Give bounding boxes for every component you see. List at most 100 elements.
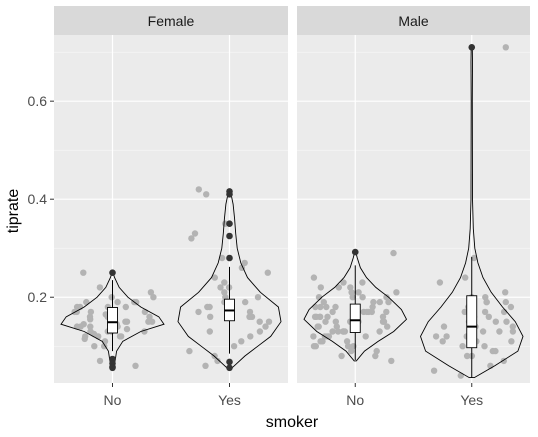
data-point bbox=[393, 289, 400, 296]
data-point bbox=[206, 328, 213, 335]
data-point bbox=[218, 254, 226, 262]
data-point bbox=[96, 357, 104, 365]
outlier-point bbox=[226, 358, 233, 366]
data-point bbox=[195, 186, 202, 193]
data-point bbox=[87, 308, 95, 316]
data-point bbox=[370, 298, 377, 306]
data-point bbox=[320, 298, 327, 306]
data-point bbox=[217, 284, 224, 291]
data-point bbox=[114, 298, 121, 306]
panels-layer: Female No Yes 0.2 0.4 0.6 Male No Yes bbox=[28, 6, 530, 408]
data-point bbox=[324, 313, 331, 320]
data-point bbox=[246, 313, 253, 320]
data-point bbox=[262, 323, 269, 330]
data-point bbox=[507, 303, 515, 311]
data-point bbox=[457, 372, 464, 379]
data-point bbox=[319, 338, 326, 345]
data-point bbox=[86, 313, 94, 320]
data-point bbox=[362, 333, 369, 340]
data-point bbox=[485, 313, 492, 320]
outlier-point bbox=[226, 364, 233, 372]
data-point bbox=[147, 289, 155, 296]
data-point bbox=[256, 318, 263, 325]
outlier-point bbox=[226, 254, 233, 262]
data-point bbox=[360, 308, 367, 316]
data-point bbox=[118, 333, 125, 340]
data-point bbox=[312, 343, 319, 350]
data-point bbox=[347, 284, 354, 291]
data-point bbox=[317, 284, 324, 291]
data-point bbox=[188, 235, 195, 242]
data-point bbox=[385, 298, 392, 306]
data-point bbox=[338, 352, 345, 360]
data-point bbox=[390, 249, 397, 257]
x-axis-title: smoker bbox=[266, 414, 319, 431]
outlier-point bbox=[351, 248, 359, 256]
data-point bbox=[376, 298, 383, 306]
data-point bbox=[203, 191, 210, 198]
data-point bbox=[359, 294, 366, 301]
data-point bbox=[221, 289, 228, 296]
data-point bbox=[461, 308, 468, 316]
data-point bbox=[355, 289, 362, 296]
data-point bbox=[443, 333, 450, 340]
data-point bbox=[439, 338, 446, 345]
data-point bbox=[463, 352, 471, 360]
data-point bbox=[202, 362, 209, 369]
data-point bbox=[332, 303, 339, 311]
data-point bbox=[204, 303, 211, 311]
y-tick-label: 0.6 bbox=[28, 93, 48, 109]
data-point bbox=[322, 318, 329, 325]
facet-label-female: Female bbox=[148, 13, 195, 29]
outlier-point bbox=[226, 220, 233, 227]
data-point bbox=[509, 328, 517, 335]
data-point bbox=[122, 303, 129, 311]
y-tick-label: 0.4 bbox=[28, 191, 48, 207]
data-point bbox=[462, 274, 469, 281]
y-axis-title: tiprate bbox=[5, 189, 22, 234]
data-point bbox=[150, 294, 157, 301]
data-point bbox=[344, 343, 352, 350]
data-point bbox=[335, 284, 342, 291]
data-point bbox=[207, 313, 214, 320]
data-point bbox=[492, 347, 499, 355]
data-point bbox=[77, 323, 84, 330]
facet-strip-female bbox=[54, 6, 288, 35]
data-point bbox=[73, 303, 81, 311]
data-point bbox=[436, 279, 444, 286]
data-point bbox=[247, 333, 254, 340]
data-point bbox=[264, 269, 271, 276]
data-point bbox=[329, 308, 336, 316]
data-point bbox=[316, 313, 323, 320]
data-point bbox=[311, 313, 319, 320]
data-point bbox=[241, 259, 248, 267]
data-point bbox=[479, 328, 487, 335]
data-point bbox=[481, 343, 488, 350]
data-point bbox=[122, 318, 129, 325]
outlier-point bbox=[226, 191, 233, 198]
data-point bbox=[359, 279, 366, 286]
data-point bbox=[430, 367, 438, 374]
data-point bbox=[310, 274, 318, 281]
data-point bbox=[373, 347, 380, 355]
facet-label-male: Male bbox=[398, 13, 429, 29]
data-point bbox=[145, 318, 152, 325]
data-point bbox=[91, 343, 98, 350]
data-point bbox=[317, 303, 324, 311]
data-point bbox=[214, 357, 221, 365]
data-point bbox=[509, 323, 516, 330]
data-point bbox=[81, 335, 88, 343]
data-point bbox=[432, 333, 440, 340]
x-tick-label-yes: Yes bbox=[218, 392, 241, 408]
data-point bbox=[508, 338, 515, 345]
data-point bbox=[83, 298, 90, 306]
data-point bbox=[246, 308, 254, 316]
outlier-point bbox=[109, 269, 116, 277]
data-point bbox=[348, 347, 355, 355]
outlier-point bbox=[226, 232, 233, 240]
data-point bbox=[132, 362, 139, 369]
box bbox=[107, 307, 118, 334]
x-tick-label-no: No bbox=[104, 392, 122, 408]
data-point bbox=[388, 357, 395, 365]
data-point bbox=[325, 333, 333, 340]
